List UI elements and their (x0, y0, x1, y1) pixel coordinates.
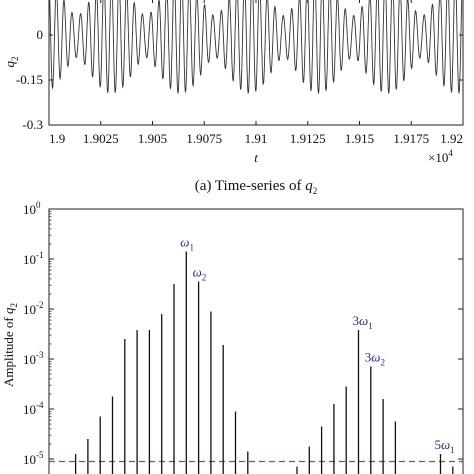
spectrum-annotation: ω1 (180, 235, 194, 253)
spectrum-y-label: Amplitude of q2 (1, 303, 19, 387)
spectrum-annotation: 5ω1 (435, 437, 455, 455)
spectrum-annotation: 3ω1 (353, 313, 373, 331)
timeseries-axes-box (48, 0, 464, 126)
timeseries-x-tick-label: 1.9 (49, 131, 65, 146)
spectrum-spikes (74, 251, 454, 474)
timeseries-y-ticks: 0 -0.15 -0.3 (16, 27, 463, 132)
timeseries-x-label: t (254, 150, 258, 165)
spectrum-y-tick-label: 10-1 (23, 250, 44, 267)
timeseries-panel: 1.9 1.9025 1.905 1.9075 1.91 1.9125 1.915 1.917… (2, 0, 464, 196)
timeseries-y-tick-label: -0.3 (22, 117, 43, 132)
spectrum-y-tick-label: 10-3 (23, 350, 44, 367)
timeseries-x-tick-label: 1.9125 (290, 131, 326, 146)
timeseries-x-tick-label: 1.92 (440, 131, 463, 146)
spectrum-annotations: ω1 ω2 3ω1 3ω2 5ω1 (180, 235, 454, 456)
spectrum-y-tick-label: 10-4 (23, 400, 44, 417)
timeseries-x-multiplier: ×104 (428, 148, 453, 165)
timeseries-line (49, 0, 463, 94)
spectrum-annotation: ω2 (193, 265, 207, 283)
timeseries-x-tick-label: 1.9175 (393, 131, 429, 146)
timeseries-x-tick-label: 1.9075 (186, 131, 222, 146)
spectrum-y-tick-label: 100 (23, 200, 41, 217)
timeseries-y-label: q2 (2, 57, 20, 68)
spectrum-annotation: 3ω2 (365, 350, 385, 368)
timeseries-x-tick-label: 1.9025 (83, 131, 119, 146)
timeseries-x-tick-label: 1.91 (245, 131, 268, 146)
timeseries-x-ticks: 1.9 1.9025 1.905 1.9075 1.91 1.9125 1.915 1.917… (48, 0, 464, 146)
timeseries-caption: (a) Time-series of q2 (195, 178, 317, 196)
timeseries-x-tick-label: 1.915 (345, 131, 374, 146)
spectrum-y-tick-label: 10-2 (23, 300, 44, 317)
spectrum-y-ticks: 100 10-1 10-2 10-3 10-4 10-5 (23, 200, 463, 467)
timeseries-x-tick-label: 1.905 (138, 131, 167, 146)
timeseries-y-tick-label: -0.15 (16, 72, 43, 87)
spectrum-axes-box (48, 208, 464, 474)
spectrum-y-tick-label: 10-5 (23, 450, 44, 467)
timeseries-y-tick-label: 0 (37, 27, 44, 42)
spectrum-panel: 100 10-1 10-2 10-3 10-4 10-5 ω1 ω2 3ω1 3ω2 5ω1 Am… (1, 200, 464, 474)
